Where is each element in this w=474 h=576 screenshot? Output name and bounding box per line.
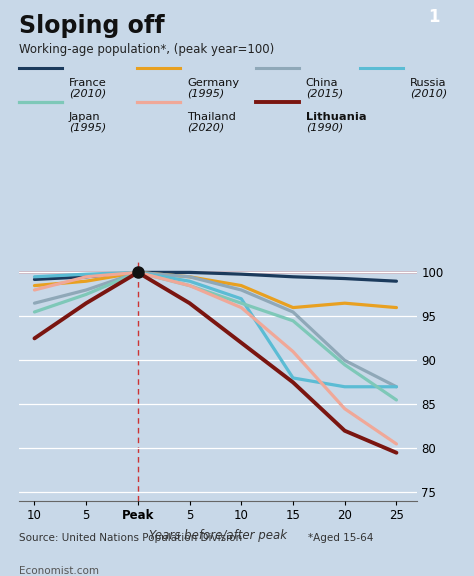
Text: Working-age population*, (peak year=100): Working-age population*, (peak year=100) <box>19 43 274 56</box>
Text: Japan: Japan <box>69 112 100 122</box>
Text: (1990): (1990) <box>306 122 343 132</box>
Text: (2015): (2015) <box>306 88 343 98</box>
Text: (2010): (2010) <box>410 88 447 98</box>
Text: Thailand: Thailand <box>187 112 236 122</box>
Text: Germany: Germany <box>187 78 239 88</box>
Text: *Aged 15-64: *Aged 15-64 <box>308 533 374 543</box>
Text: Sloping off: Sloping off <box>19 14 164 39</box>
Text: Source: United Nations Population Division: Source: United Nations Population Divisi… <box>19 533 242 543</box>
Text: (2020): (2020) <box>187 122 225 132</box>
Text: 1: 1 <box>428 7 439 26</box>
Text: Russia: Russia <box>410 78 447 88</box>
Text: (1995): (1995) <box>187 88 225 98</box>
Text: Lithuania: Lithuania <box>306 112 366 122</box>
Text: (2010): (2010) <box>69 88 106 98</box>
Text: China: China <box>306 78 338 88</box>
Text: France: France <box>69 78 107 88</box>
X-axis label: Years before/after peak: Years before/after peak <box>149 529 287 543</box>
Text: Economist.com: Economist.com <box>19 566 99 575</box>
Text: (1995): (1995) <box>69 122 106 132</box>
